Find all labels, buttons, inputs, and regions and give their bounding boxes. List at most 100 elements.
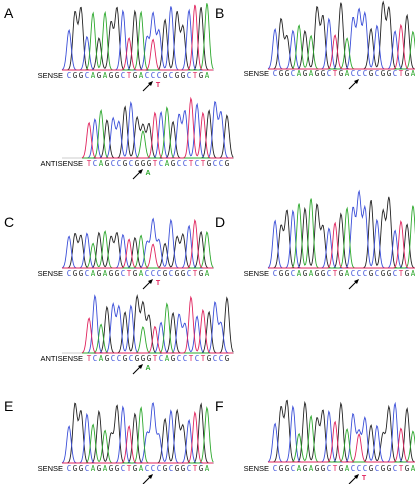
mutation-arrow-icon [132,169,143,180]
sequence-base: C [129,159,134,168]
sequence-base: G [369,464,374,473]
strand-label: ANTISENSE [40,159,83,168]
mutation-arrow-icon [348,79,359,90]
mutation-arrow-icon [142,474,153,484]
sequence-base: T [189,159,194,168]
sequence-base: A [139,269,144,278]
sequence-base: G [73,464,78,473]
sequence-base: G [207,159,212,168]
trace-curve-T [268,219,415,269]
mutation-arrow-icon [348,279,359,290]
sequence-base: T [333,69,338,78]
mutation-base: T [156,82,161,89]
sequence-base: C [187,464,192,473]
sequence-base: G [199,464,204,473]
strand-label: SENSE [244,464,269,473]
sequence-base: A [139,464,144,473]
mutation-base: T [156,280,161,287]
sequence-base: C [393,269,398,278]
panel-label: F [215,398,224,414]
chromatogram-trace-sense: SENSE C G G C A G A G G C T G A C C C G C G G C T G AT [38,217,214,290]
sequence-base: G [321,269,326,278]
chromatogram-trace-antisense: ANTISENSE T C A G C C G C G G G T C A G C C T C T G C C GA [40,96,234,180]
sequence-base: G [133,71,138,80]
sequence-base: A [139,71,144,80]
sequence-base: C [363,69,368,78]
sequence-base: G [147,159,152,168]
sequence-base: G [315,69,320,78]
sequence-base: A [411,69,415,78]
sequence-base: T [193,464,198,473]
sequence-base: T [193,71,198,80]
sequence-base: C [219,159,224,168]
strand-label: SENSE [244,69,269,78]
mutation-base: T [362,475,367,482]
trace-curve-T [62,410,214,464]
sequence-base: G [175,464,180,473]
mutation-arrow-icon [348,474,359,484]
sequence-base: C [177,354,182,363]
sequence-base: C [357,464,362,473]
mutation-arrow-icon [142,279,153,290]
sequence-base: C [85,269,90,278]
sequence-base: C [111,354,116,363]
sequence-base: C [85,464,90,473]
sequence-base: G [109,71,114,80]
sequence-base: C [169,71,174,80]
sequence-base: C [327,269,332,278]
sequence-base: T [189,354,194,363]
sequence-base: G [279,69,284,78]
sequence-base: A [91,464,96,473]
sequence-base: G [97,71,102,80]
sequence-base: A [297,464,302,473]
sequence-base: T [399,269,404,278]
sequence-base: G [135,354,140,363]
sequence-base: G [171,354,176,363]
sequence-base: G [339,464,344,473]
sequence-base: T [333,464,338,473]
sequence-base: T [153,159,158,168]
sequence-base: C [151,464,156,473]
sequence-base: C [393,69,398,78]
sequence-base: A [99,354,104,363]
sequence-base: C [375,69,380,78]
sequence-base: T [87,159,92,168]
chromatogram-trace-sense: SENSE C G G C A G A G G C T G A C C C G C G G C T G A [244,189,415,290]
sequence-base: G [73,269,78,278]
sequence-base: C [291,69,296,78]
sequence-base: C [357,269,362,278]
sequence-base: C [273,269,278,278]
sequence-base: G [109,464,114,473]
sequence-base: C [375,269,380,278]
sequence-base: G [199,269,204,278]
sequence-base: A [345,464,350,473]
sequence-base: C [213,354,218,363]
sequence-base: C [145,71,150,80]
sequence-base: C [129,354,134,363]
sequence-base: C [159,159,164,168]
strand-label: ANTISENSE [40,354,83,363]
sequence-base: T [399,69,404,78]
sequence-base: C [351,464,356,473]
sequence-base: C [67,464,72,473]
sequence-base: C [327,69,332,78]
sequence-base: C [93,159,98,168]
sequence-base: C [183,159,188,168]
sequence-base: G [279,269,284,278]
trace-curve-T [268,23,415,70]
sequence-base: G [387,69,392,78]
sequence-base: G [405,69,410,78]
sequence-base: G [225,159,230,168]
sequence-base: C [187,71,192,80]
sequence-base: G [339,269,344,278]
sequence-base: G [369,69,374,78]
sequence-base: G [339,69,344,78]
sequence-base: G [285,269,290,278]
sequence-base: C [157,464,162,473]
sequence-base: C [213,159,218,168]
trace-curve-G [268,0,415,70]
